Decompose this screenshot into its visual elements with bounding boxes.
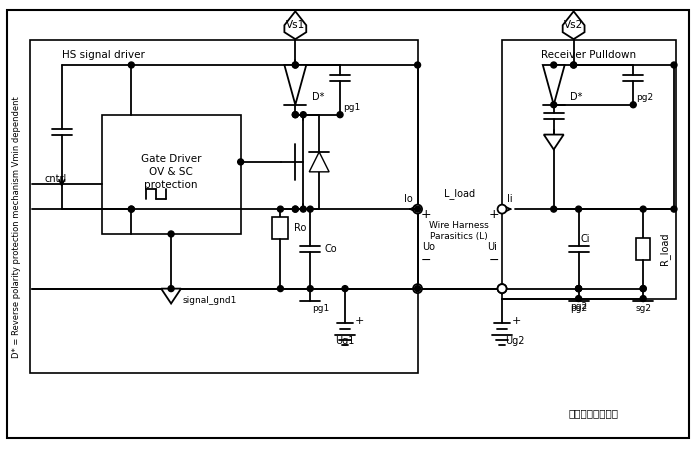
Circle shape xyxy=(631,102,636,108)
Text: D*: D* xyxy=(569,92,582,102)
Circle shape xyxy=(168,231,174,237)
Text: L_load: L_load xyxy=(444,188,475,199)
Bar xyxy=(502,40,676,299)
Circle shape xyxy=(413,205,422,213)
Text: +: + xyxy=(512,316,521,326)
Circle shape xyxy=(292,206,299,212)
Circle shape xyxy=(292,112,299,118)
Polygon shape xyxy=(562,11,585,39)
Circle shape xyxy=(278,206,283,212)
Text: −: − xyxy=(420,254,431,267)
Text: HS signal driver: HS signal driver xyxy=(62,50,145,60)
Circle shape xyxy=(300,112,306,118)
Text: Vs2: Vs2 xyxy=(564,20,583,30)
Circle shape xyxy=(640,286,646,291)
Text: D*: D* xyxy=(313,92,324,102)
Circle shape xyxy=(640,286,646,291)
Bar xyxy=(636,238,650,260)
Text: Co: Co xyxy=(324,244,337,254)
Text: +: + xyxy=(355,316,364,326)
Circle shape xyxy=(292,62,299,68)
Polygon shape xyxy=(285,65,306,105)
Text: pg2: pg2 xyxy=(570,302,587,311)
Text: Ro: Ro xyxy=(294,223,307,233)
Circle shape xyxy=(128,206,134,212)
Circle shape xyxy=(278,286,283,291)
Circle shape xyxy=(576,286,582,291)
Circle shape xyxy=(307,206,313,212)
Circle shape xyxy=(671,62,677,68)
Text: Ug1: Ug1 xyxy=(335,336,355,346)
Text: Ii: Ii xyxy=(507,194,513,204)
Text: protection: protection xyxy=(144,180,198,190)
Circle shape xyxy=(551,62,557,68)
Bar xyxy=(102,115,241,234)
Text: Gate Driver: Gate Driver xyxy=(141,154,201,164)
Circle shape xyxy=(498,284,507,293)
Text: Uo: Uo xyxy=(422,242,436,252)
Polygon shape xyxy=(544,134,564,149)
Text: Wire Harness
Parasitics (L): Wire Harness Parasitics (L) xyxy=(429,221,489,241)
Text: 汽车电子硬件设计: 汽车电子硬件设计 xyxy=(569,408,619,418)
Circle shape xyxy=(337,112,343,118)
Polygon shape xyxy=(161,289,181,304)
Circle shape xyxy=(576,286,582,291)
Circle shape xyxy=(292,62,299,68)
Circle shape xyxy=(576,286,582,291)
Bar xyxy=(272,217,288,239)
Circle shape xyxy=(415,62,420,68)
Text: pg1: pg1 xyxy=(313,304,329,313)
Text: pg1: pg1 xyxy=(343,103,361,112)
Text: OV & SC: OV & SC xyxy=(149,168,193,178)
Circle shape xyxy=(307,286,313,291)
Text: +: + xyxy=(420,207,431,221)
Text: Receiver Pulldown: Receiver Pulldown xyxy=(541,50,636,60)
Text: Io: Io xyxy=(404,194,413,204)
Polygon shape xyxy=(309,152,329,172)
Circle shape xyxy=(413,284,422,293)
Text: Ug2: Ug2 xyxy=(505,336,525,346)
Circle shape xyxy=(292,112,299,118)
Circle shape xyxy=(237,159,244,165)
Circle shape xyxy=(128,62,134,68)
Circle shape xyxy=(571,62,576,68)
Circle shape xyxy=(415,286,420,291)
Circle shape xyxy=(498,284,507,293)
Circle shape xyxy=(671,206,677,212)
Text: cntrl: cntrl xyxy=(45,174,67,184)
Circle shape xyxy=(300,206,306,212)
Text: Ci: Ci xyxy=(580,234,590,244)
Circle shape xyxy=(342,286,348,291)
Circle shape xyxy=(571,62,576,68)
Text: signal_gnd1: signal_gnd1 xyxy=(183,296,237,305)
Circle shape xyxy=(415,206,420,212)
Circle shape xyxy=(498,205,507,213)
Circle shape xyxy=(576,296,582,301)
Text: pg2: pg2 xyxy=(570,304,587,313)
Circle shape xyxy=(292,206,299,212)
Circle shape xyxy=(551,102,557,108)
Text: −: − xyxy=(489,254,499,267)
Circle shape xyxy=(640,296,646,301)
Text: Ui: Ui xyxy=(487,242,497,252)
Bar xyxy=(30,40,418,373)
Circle shape xyxy=(168,286,174,291)
Circle shape xyxy=(576,206,582,212)
Text: Vs1: Vs1 xyxy=(285,20,305,30)
Text: D* = Reverse polarity protection mechanism Vmin dependent: D* = Reverse polarity protection mechani… xyxy=(12,96,21,358)
Circle shape xyxy=(128,206,134,212)
Polygon shape xyxy=(543,65,564,105)
Text: R_load: R_load xyxy=(659,232,670,265)
Polygon shape xyxy=(285,11,306,39)
Text: pg2: pg2 xyxy=(636,93,654,102)
Circle shape xyxy=(640,206,646,212)
Text: +: + xyxy=(489,207,500,221)
Circle shape xyxy=(551,206,557,212)
Text: sg2: sg2 xyxy=(635,304,651,313)
